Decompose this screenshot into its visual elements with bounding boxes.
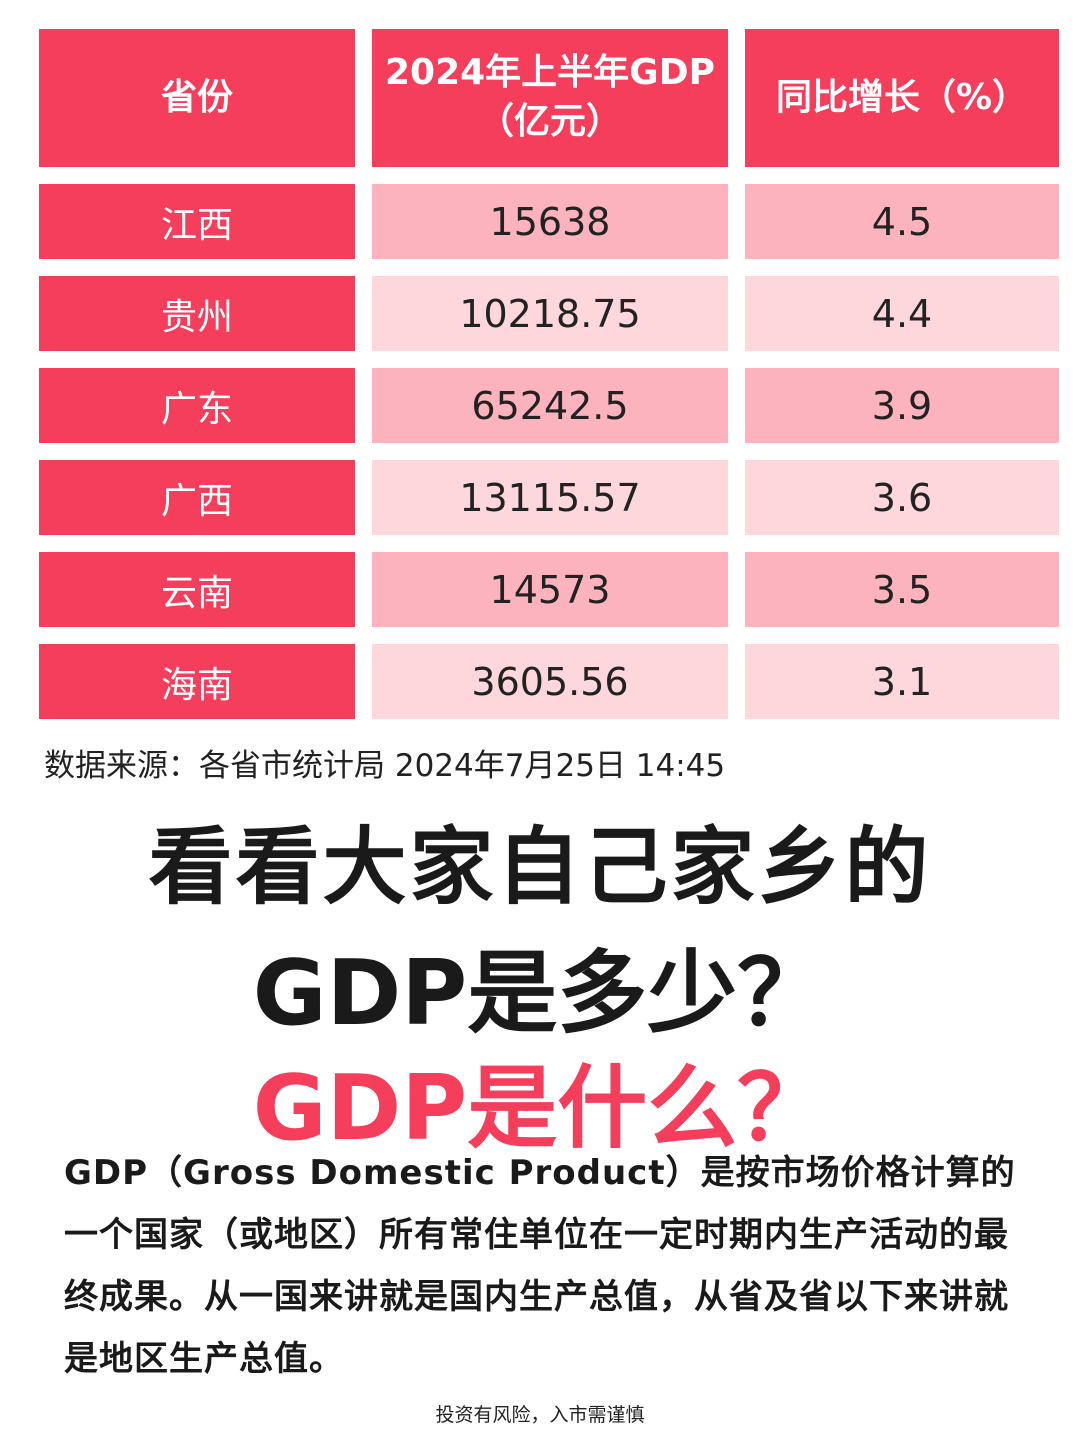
growth-cell: 3.5 [745,552,1059,627]
growth-cell: 3.9 [745,368,1059,443]
growth-cell: 4.5 [745,184,1059,259]
gdp-cell: 65242.5 [372,368,728,443]
province-cell: 海南 [39,644,355,719]
growth-cell: 3.1 [745,644,1059,719]
table-row: 广东 65242.5 3.9 [39,368,1059,443]
table-row: 江西 15638 4.5 [39,184,1059,259]
headline-line-2: GDP是多少？ [252,941,828,1046]
gdp-table: 省份 2024年上半年GDP（亿元） 同比增长（%） 江西 15638 4.5 … [39,29,1059,736]
gdp-definition-paragraph: GDP（Gross Domestic Product）是按市场价格计算的一个国家… [64,1153,1016,1379]
risk-disclaimer: 投资有风险，入市需谨慎 [435,1404,645,1426]
header-gdp: 2024年上半年GDP（亿元） [372,29,728,167]
headline-line-1: 看看大家自己家乡的 [148,818,932,916]
table-row: 广西 13115.57 3.6 [39,460,1059,535]
gdp-cell: 14573 [372,552,728,627]
gdp-cell: 15638 [372,184,728,259]
province-cell: 广东 [39,368,355,443]
table-row: 云南 14573 3.5 [39,552,1059,627]
growth-cell: 3.6 [745,460,1059,535]
header-growth: 同比增长（%） [745,29,1059,167]
gdp-cell: 3605.56 [372,644,728,719]
table-row: 贵州 10218.75 4.4 [39,276,1059,351]
province-cell: 广西 [39,460,355,535]
gdp-cell: 13115.57 [372,460,728,535]
province-cell: 江西 [39,184,355,259]
table-header-row: 省份 2024年上半年GDP（亿元） 同比增长（%） [39,29,1059,167]
table-row: 海南 3605.56 3.1 [39,644,1059,719]
data-source-note: 数据来源：各省市统计局 2024年7月25日 14:45 [44,748,726,784]
growth-cell: 4.4 [745,276,1059,351]
gdp-cell: 10218.75 [372,276,728,351]
province-cell: 云南 [39,552,355,627]
headline-line-3: GDP是什么？ [252,1056,828,1161]
province-cell: 贵州 [39,276,355,351]
header-province: 省份 [39,29,355,167]
